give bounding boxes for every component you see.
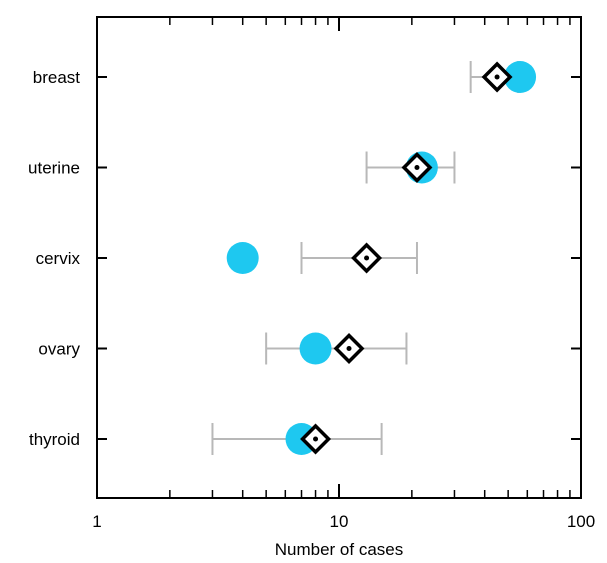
diamond-center-dot [494,74,500,80]
x-tick-label: 1 [92,512,101,531]
circle-marker [299,332,332,365]
circle-marker [504,61,537,93]
category-label: ovary [38,340,80,359]
category-label: thyroid [29,430,80,449]
ticks-layer [96,17,582,498]
x-tick-label: 10 [330,512,349,531]
x-axis-label: Number of cases [275,540,404,558]
x-tick-label: 100 [567,512,595,531]
marks-layer [211,61,537,455]
diamond-center-dot [364,255,370,261]
circle-marker [226,242,259,274]
labels-layer: 1 10 100 breast uterine cervix ovary thyroid [28,68,595,531]
diamond-center-dot [346,346,352,351]
category-label: breast [33,68,81,87]
diamond-center-dot [313,436,319,442]
category-label: cervix [36,249,81,268]
diamond-center-dot [414,165,420,170]
category-label: uterine [28,159,80,178]
